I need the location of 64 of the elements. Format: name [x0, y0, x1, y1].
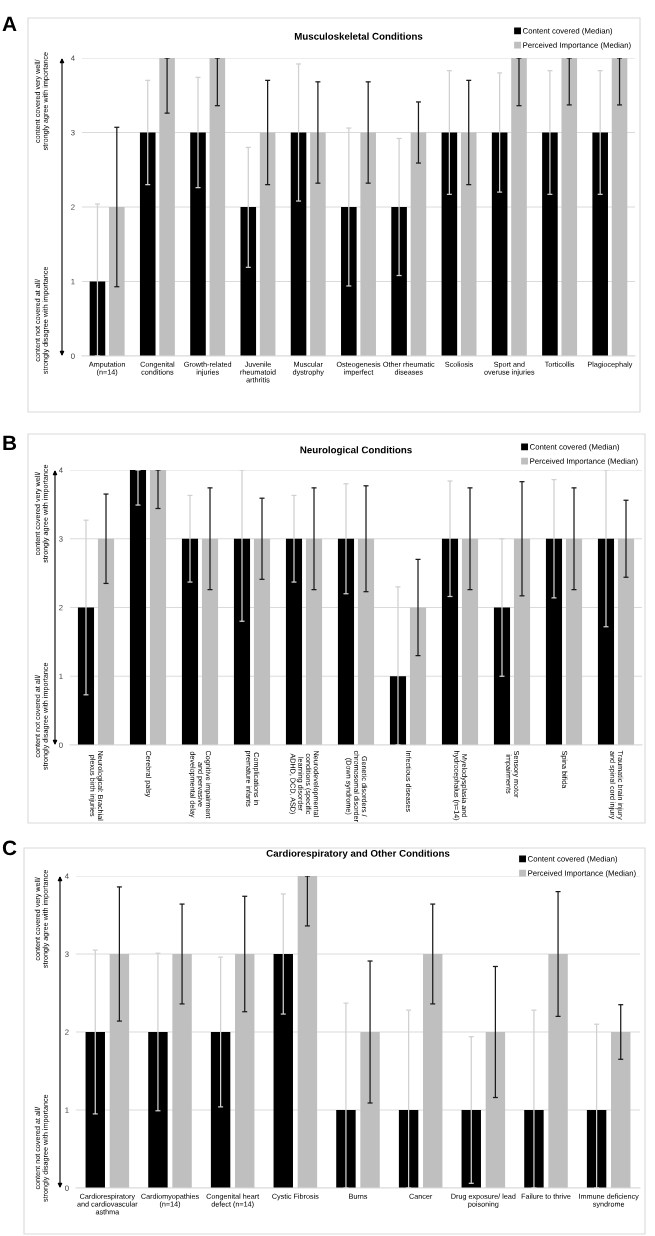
bar — [461, 1110, 481, 1188]
bar — [297, 876, 318, 1188]
bar — [513, 538, 531, 745]
bar — [423, 954, 443, 1188]
bar — [409, 607, 427, 745]
text: C — [2, 840, 17, 856]
bar — [360, 1032, 380, 1188]
bar — [148, 1032, 168, 1188]
text: B — [3, 435, 17, 451]
bar — [561, 58, 578, 356]
bar — [253, 538, 271, 745]
bar — [491, 132, 508, 356]
bar — [542, 132, 558, 356]
bar — [235, 954, 255, 1188]
bar — [485, 1032, 506, 1188]
bar — [209, 58, 226, 356]
bar — [149, 470, 167, 745]
bar — [233, 538, 251, 745]
bar — [109, 207, 125, 356]
bar — [511, 58, 527, 356]
bar — [139, 132, 156, 356]
bar — [273, 954, 293, 1188]
bar — [341, 207, 357, 356]
bar — [597, 538, 615, 745]
bar — [617, 538, 635, 745]
bar — [461, 538, 479, 745]
bar — [337, 538, 355, 745]
bar — [441, 538, 459, 745]
bar — [565, 538, 583, 745]
bar — [441, 132, 458, 356]
bar — [391, 207, 407, 356]
bar — [398, 1110, 419, 1188]
bar — [109, 954, 130, 1188]
bar — [240, 207, 257, 356]
bar — [611, 58, 628, 356]
bar — [129, 470, 147, 745]
bar — [290, 132, 307, 356]
bar — [493, 607, 511, 745]
chart-title: Cardiorespiratory and Other Conditions — [266, 849, 450, 859]
bar — [259, 132, 276, 356]
bar — [410, 132, 427, 356]
bar — [548, 954, 568, 1188]
bar — [592, 132, 608, 356]
chart-title: Musculoskeletal Conditions — [294, 32, 423, 40]
bar — [181, 538, 199, 745]
bar — [85, 1032, 105, 1188]
bar — [190, 132, 206, 356]
bar — [89, 281, 106, 356]
bar — [305, 538, 323, 745]
bar — [201, 538, 219, 745]
bar — [310, 132, 326, 356]
bar — [210, 1032, 231, 1188]
bar — [545, 538, 563, 745]
bar — [460, 132, 477, 356]
bar — [285, 538, 303, 745]
bar — [586, 1110, 607, 1188]
bar — [357, 538, 375, 745]
bar — [360, 132, 376, 356]
bar — [97, 538, 115, 745]
bar — [172, 954, 192, 1188]
text: A — [2, 16, 17, 32]
chart-title: Neurological Conditions — [300, 446, 412, 456]
bar — [159, 58, 175, 356]
bar — [611, 1032, 631, 1188]
